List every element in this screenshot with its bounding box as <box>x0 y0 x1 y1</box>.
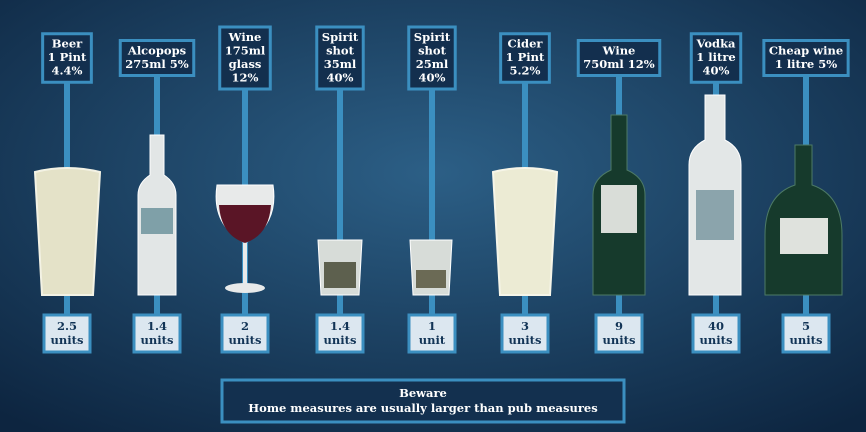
label-line: Cheap wine <box>769 43 843 57</box>
label-line: 275ml 5% <box>125 57 189 71</box>
label-line: shot <box>418 43 447 57</box>
label-line: 40% <box>327 70 354 84</box>
label-line: 1 litre <box>696 50 735 64</box>
label-line: 12% <box>232 70 259 84</box>
spirit <box>416 270 446 288</box>
label-line: 175ml <box>225 43 266 57</box>
label-line: 5.2% <box>510 64 541 78</box>
beer-glass <box>35 168 100 295</box>
label-line: 1 Pint <box>48 50 87 64</box>
units-value: 3 <box>521 319 529 333</box>
units-word: units <box>324 333 357 347</box>
label-line: 4.4% <box>52 64 83 78</box>
label-line: Wine <box>602 43 636 57</box>
label-line: Wine <box>228 30 262 44</box>
label-line: 1 Pint <box>506 50 545 64</box>
label-line: 40% <box>703 64 730 78</box>
note-text: Home measures are usually larger than pu… <box>248 401 597 415</box>
units-value: 2.5 <box>57 319 77 333</box>
infographic: Beer1 Pint4.4%2.5unitsAlcopops275ml 5%1.… <box>0 0 866 432</box>
units-value: 2 <box>241 319 249 333</box>
units-value: 40 <box>708 319 724 333</box>
units-word: units <box>51 333 84 347</box>
units-value: 1 <box>428 319 436 333</box>
label-line: Vodka <box>696 37 737 51</box>
note-title: Beware <box>399 386 447 400</box>
glass-stem <box>243 243 247 285</box>
label-line: 750ml 12% <box>583 57 655 71</box>
units-value: 5 <box>802 319 810 333</box>
units-word: units <box>603 333 636 347</box>
label-line: glass <box>229 57 262 71</box>
units-value: 1.4 <box>330 319 350 333</box>
units-word: unit <box>419 333 446 347</box>
spirit <box>324 262 356 288</box>
label-line: 1 litre 5% <box>775 57 837 71</box>
cider-glass <box>493 168 557 295</box>
label-line: Beer <box>52 37 83 51</box>
units-word: units <box>700 333 733 347</box>
label-line: 25ml <box>416 57 449 71</box>
label-line: Spirit <box>322 30 359 44</box>
units-word: units <box>229 333 262 347</box>
units-word: units <box>790 333 823 347</box>
units-value: 1.4 <box>147 319 167 333</box>
label-line: 40% <box>419 70 446 84</box>
label-line: 35ml <box>324 57 357 71</box>
glass-base <box>225 283 265 293</box>
units-value: 9 <box>615 319 623 333</box>
label-line: shot <box>326 43 355 57</box>
bottle-label <box>696 190 734 240</box>
bottle-label <box>141 208 173 234</box>
label-line: Cider <box>508 37 544 51</box>
bottle-label <box>601 185 637 233</box>
units-word: units <box>509 333 542 347</box>
units-word: units <box>141 333 174 347</box>
bottle-label <box>780 218 828 254</box>
label-line: Alcopops <box>127 43 186 57</box>
label-line: Spirit <box>414 30 451 44</box>
